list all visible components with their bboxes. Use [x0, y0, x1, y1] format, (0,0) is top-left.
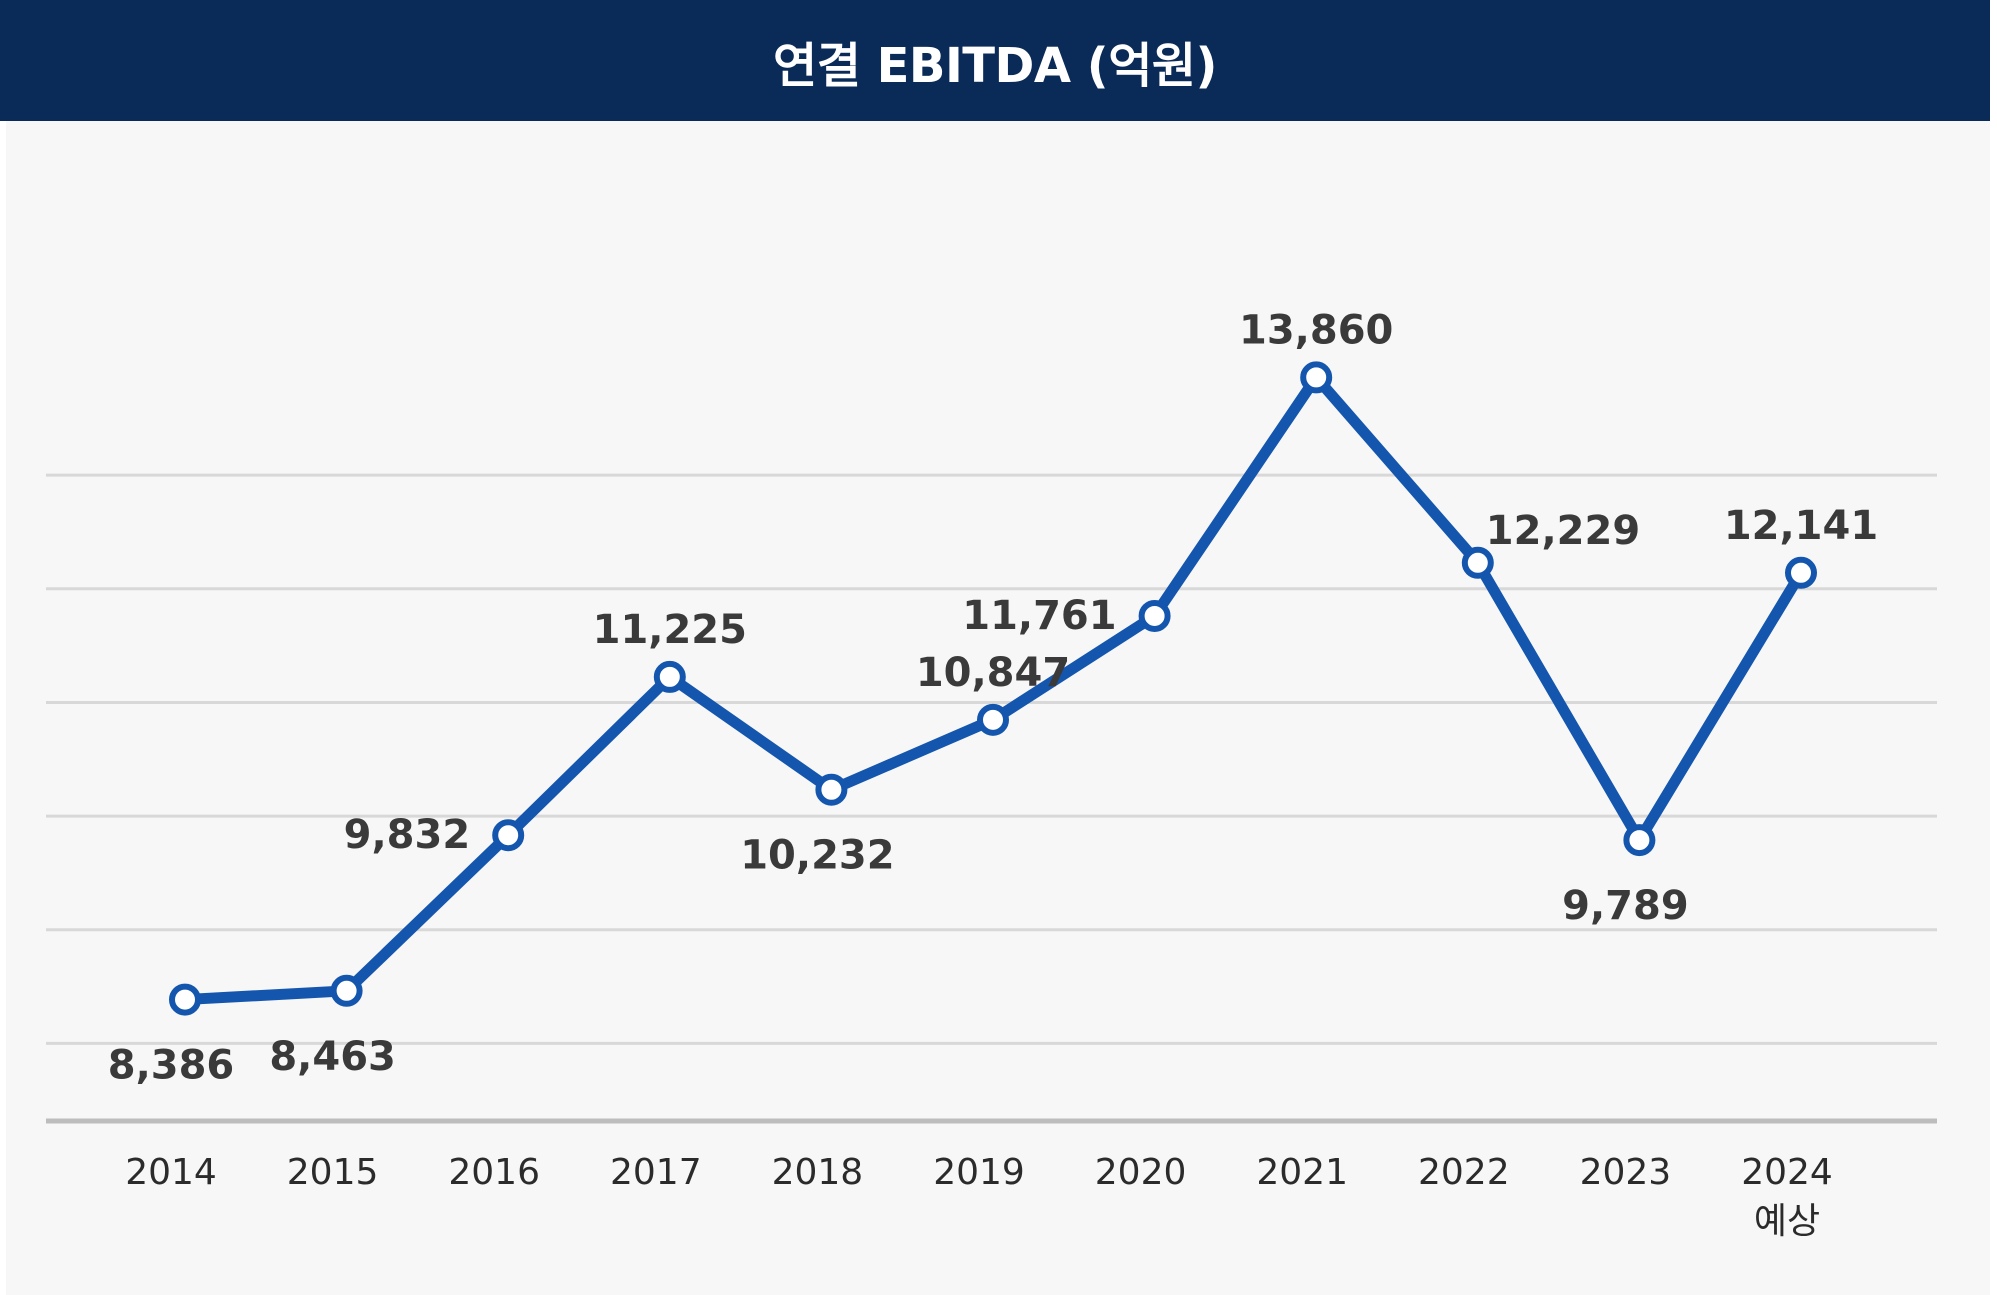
- x-tick-label-2021: 2021: [1256, 1152, 1348, 1193]
- data-label-2024: 12,141: [1724, 503, 1878, 549]
- data-point-2014: [169, 983, 201, 1016]
- data-label-2018: 10,232: [740, 833, 894, 879]
- x-tick-label-2018: 2018: [772, 1152, 864, 1193]
- data-labels: 8,386 8,463 9,832 11,225 10,232 10,847 11,761 1…: [108, 307, 1878, 1088]
- title-bar: 연결 EBITDA (억원): [0, 0, 1990, 121]
- data-point-2017: [653, 660, 686, 693]
- data-point-2018: [815, 773, 848, 806]
- gridlines: [46, 473, 1937, 1124]
- data-label-2014: 8,386: [108, 1043, 235, 1089]
- data-point-2016: [492, 819, 525, 852]
- data-point-2023: [1623, 824, 1656, 857]
- data-points: [169, 361, 1817, 1016]
- data-point-2019: [977, 703, 1009, 736]
- x-tick-label-2017: 2017: [610, 1152, 702, 1193]
- x-tick-sublabel-2024: 예상: [1754, 1201, 1820, 1242]
- data-label-2020: 11,761: [962, 593, 1116, 639]
- data-label-2017: 11,225: [593, 607, 747, 653]
- x-axis-tick-labels: 2014 2015 2016 2017 2018 2019 2020 2021 2022 2023…: [125, 1152, 1833, 1242]
- data-label-2015: 8,463: [269, 1034, 396, 1080]
- x-tick-label-2015: 2015: [287, 1152, 379, 1193]
- data-point-2020: [1138, 599, 1171, 632]
- data-point-2022: [1461, 546, 1494, 579]
- data-point-2015: [330, 974, 363, 1007]
- chart-title: 연결 EBITDA (억원): [773, 37, 1217, 94]
- x-tick-label-2019: 2019: [933, 1152, 1025, 1193]
- x-tick-label-2020: 2020: [1095, 1152, 1187, 1193]
- x-tick-label-2014: 2014: [125, 1152, 217, 1193]
- data-label-2019: 10,847: [916, 650, 1070, 696]
- data-point-2021: [1300, 361, 1333, 394]
- x-tick-label-2022: 2022: [1418, 1152, 1510, 1193]
- x-tick-label-2024: 2024: [1741, 1152, 1833, 1193]
- data-label-2016: 9,832: [344, 812, 471, 858]
- x-tick-label-2023: 2023: [1580, 1152, 1672, 1193]
- data-label-2021: 13,860: [1239, 307, 1393, 353]
- data-point-2024: [1785, 556, 1817, 589]
- data-label-2022: 12,229: [1486, 508, 1640, 554]
- x-tick-label-2016: 2016: [448, 1152, 540, 1193]
- data-label-2023: 9,789: [1562, 883, 1689, 929]
